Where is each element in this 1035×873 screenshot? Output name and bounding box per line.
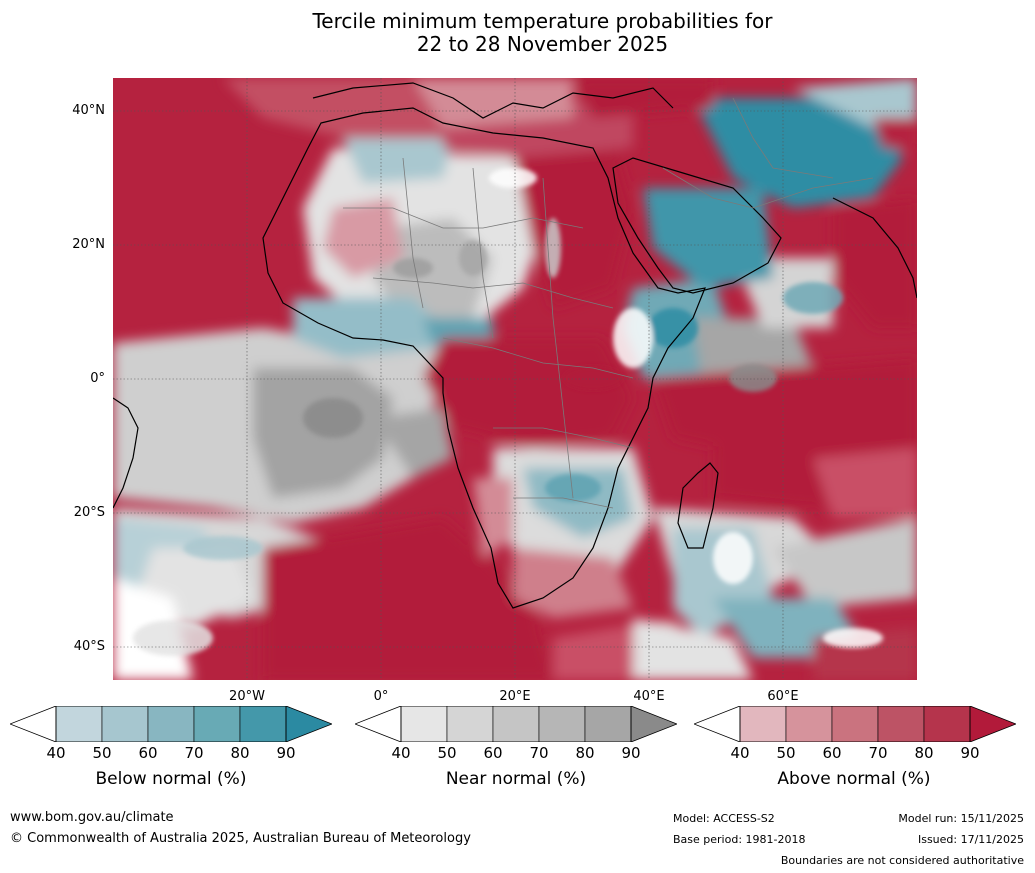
colorbar-swatch (584, 706, 632, 742)
lat-label-20n: 20°N (72, 237, 105, 252)
below-swatches (55, 706, 287, 742)
below-tick: 60 (138, 744, 158, 762)
near-tick: 60 (483, 744, 503, 762)
above-tick: 70 (868, 744, 888, 762)
lat-label-40n: 40°N (72, 103, 105, 118)
colorbar-swatch (923, 706, 971, 742)
below-tick: 40 (46, 744, 66, 762)
probability-map (113, 78, 917, 680)
near-tick: 40 (391, 744, 411, 762)
colorbar-swatch (739, 706, 787, 742)
below-arrow-max (285, 706, 332, 742)
below-tick: 70 (184, 744, 204, 762)
colorbar-near-normal (355, 706, 677, 742)
graticule (113, 78, 917, 680)
above-tick: 60 (822, 744, 842, 762)
above-tick: 80 (914, 744, 934, 762)
footer-base-period: Base period: 1981-2018 (673, 833, 806, 846)
near-normal-label: Near normal (%) (445, 769, 587, 789)
colorbar-swatch (239, 706, 287, 742)
lat-label-0: 0° (90, 371, 105, 386)
colorbar-above-normal (694, 706, 1016, 742)
footer-copyright: © Commonwealth of Australia 2025, Austra… (10, 831, 471, 846)
lon-label-60e: 60°E (767, 689, 799, 704)
colorbar-swatch (446, 706, 494, 742)
above-normal-label: Above normal (%) (777, 769, 931, 789)
near-swatches (400, 706, 632, 742)
above-arrow-max (969, 706, 1016, 742)
colorbar-below-normal (10, 706, 332, 742)
near-tick: 80 (575, 744, 595, 762)
footer-website: www.bom.gov.au/climate (10, 810, 174, 825)
near-tick: 50 (437, 744, 457, 762)
lon-label-20e: 20°E (499, 689, 531, 704)
colorbar-swatch (55, 706, 103, 742)
lon-label-0: 0° (373, 689, 389, 704)
colorbar-swatch (785, 706, 833, 742)
footer-boundaries: Boundaries are not considered authoritat… (780, 854, 1024, 867)
colorbar-swatch (101, 706, 149, 742)
lon-label-40e: 40°E (633, 689, 665, 704)
coastlines (113, 82, 917, 609)
title-line-1: Tercile minimum temperature probabilitie… (312, 9, 773, 33)
near-arrow-max (630, 706, 677, 742)
above-tick: 90 (960, 744, 980, 762)
colorbar-swatch (831, 706, 879, 742)
lon-label-20w: 20°W (229, 689, 265, 704)
colorbar-swatch (147, 706, 195, 742)
footer-model-run: Model run: 15/11/2025 (898, 812, 1024, 825)
below-tick: 80 (230, 744, 250, 762)
colorbar-swatch (193, 706, 241, 742)
below-tick: 90 (276, 744, 296, 762)
above-swatches (739, 706, 971, 742)
borders (343, 97, 874, 509)
lat-label-20s: 20°S (73, 505, 105, 520)
footer-model: Model: ACCESS-S2 (673, 812, 775, 825)
colorbar-swatch (538, 706, 586, 742)
lat-label-40s: 40°S (73, 639, 105, 654)
title-line-2: 22 to 28 November 2025 (416, 32, 669, 56)
below-normal-label: Below normal (%) (95, 769, 247, 789)
map-title: Tercile minimum temperature probabilitie… (0, 10, 1035, 56)
near-tick: 90 (621, 744, 641, 762)
colorbar-swatch (400, 706, 448, 742)
near-tick: 70 (529, 744, 549, 762)
footer-issued: Issued: 17/11/2025 (917, 833, 1024, 846)
below-tick: 50 (92, 744, 112, 762)
colorbar-swatch (877, 706, 925, 742)
above-tick: 50 (776, 744, 796, 762)
colorbar-swatch (492, 706, 540, 742)
above-tick: 40 (730, 744, 750, 762)
